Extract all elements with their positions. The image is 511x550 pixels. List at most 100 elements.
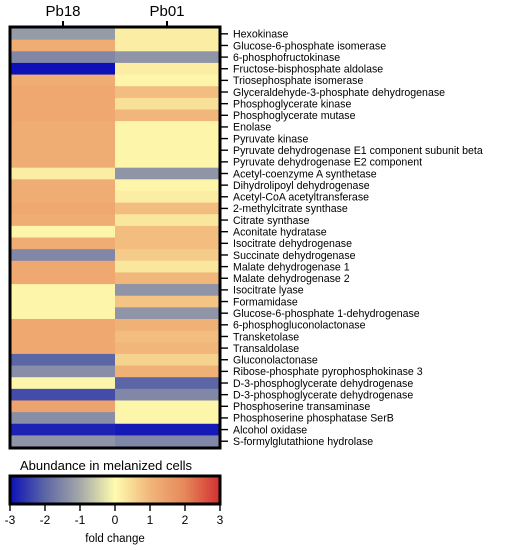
heatmap-cell [11, 132, 116, 145]
colorbar-tick-label: 3 [217, 513, 224, 527]
heatmap-cell [115, 202, 220, 215]
row-label: S-formylglutathione hydrolase [233, 436, 373, 448]
row-label: Pyruvate dehydrogenase E2 component [233, 157, 422, 169]
heatmap-cell [11, 86, 116, 99]
heatmap-cell [115, 109, 220, 122]
heatmap-cell [115, 225, 220, 239]
heatmap-cell [11, 423, 116, 436]
heatmap-cell [115, 342, 220, 355]
heatmap-cell [11, 202, 116, 215]
row-label: Formamidase [233, 296, 298, 308]
colorbar-tick-label: 2 [182, 513, 189, 527]
heatmap-cell [115, 365, 220, 378]
row-label: Triosephosphate isomerase [233, 75, 363, 87]
row-label: Pyruvate kinase [233, 133, 308, 145]
heatmap-cell [115, 74, 220, 87]
row-label: Citrate synthase [233, 215, 310, 227]
heatmap-cell [11, 272, 116, 285]
row-label: Isocitrate lyase [233, 285, 304, 297]
heatmap-cell [115, 121, 220, 134]
heatmap-cell [11, 435, 116, 448]
heatmap-cell [115, 330, 220, 343]
row-label: Phosphoserine phosphatase SerB [233, 413, 394, 425]
column-label-pb01: Pb01 [149, 3, 184, 20]
heatmap-cell [115, 377, 220, 390]
heatmap-cells [11, 28, 220, 448]
heatmap-cell [11, 39, 116, 52]
heatmap-cell [11, 284, 116, 297]
heatmap-cell [115, 319, 220, 332]
row-label: Phosphoglycerate kinase [233, 98, 351, 110]
heatmap-cell [11, 121, 116, 134]
heatmap-cell [11, 179, 116, 192]
heatmap-cell [11, 144, 116, 157]
row-label: Fructose-bisphosphate aldolase [233, 64, 383, 76]
heatmap-cell [115, 295, 220, 308]
row-label: Isocitrate dehydrogenase [233, 238, 352, 250]
heatmap-cell [11, 225, 116, 239]
heatmap-cell [11, 214, 116, 227]
heatmap-cell [115, 388, 220, 401]
heatmap-cell [115, 260, 220, 273]
heatmap-cell [115, 435, 220, 448]
heatmap-cell [115, 272, 220, 285]
heatmap-cell [115, 39, 220, 52]
heatmap-cell [115, 132, 220, 145]
heatmap-cell [115, 51, 220, 64]
row-label: Acetyl-coenzyme A synthetase [233, 168, 377, 180]
heatmap-cell [115, 353, 220, 367]
row-label: Hexokinase [233, 29, 288, 41]
heatmap-cell [115, 307, 220, 320]
heatmap-cell [115, 86, 220, 99]
row-label: Glyceraldehyde-3-phosphate dehydrogenase [233, 87, 445, 99]
colorbar-tick-label: 1 [147, 513, 154, 527]
heatmap-cell [11, 295, 116, 308]
row-label: 6-phosphofructokinase [233, 52, 340, 64]
heatmap-cell [11, 109, 116, 122]
colorbar-tick-label: -2 [40, 513, 51, 527]
heatmap-cell [11, 319, 116, 332]
row-label: 6-phosphogluconolactonase [233, 320, 366, 332]
heatmap-cell [115, 97, 220, 110]
heatmap-cell [115, 62, 220, 76]
heatmap-cell [11, 377, 116, 390]
row-label: Transketolase [233, 331, 299, 343]
heatmap-frame [8, 25, 222, 450]
heatmap-cell [115, 423, 220, 436]
heatmap-cell [11, 62, 116, 76]
row-label: Alcohol oxidase [233, 424, 307, 436]
row-label: Phosphoglycerate mutase [233, 110, 356, 122]
colorbar-tick-label: 0 [112, 513, 119, 527]
heatmap-cell [11, 74, 116, 87]
row-label: Pyruvate dehydrogenase E1 component subu… [233, 145, 483, 157]
heatmap-cell [11, 307, 116, 320]
row-label: 2-methylcitrate synthase [233, 203, 348, 215]
heatmap-cell [11, 400, 116, 413]
heatmap-cell [115, 167, 220, 180]
heatmap-cell [115, 190, 220, 204]
row-label: D-3-phosphoglycerate dehydrogenase [233, 389, 413, 401]
heatmap-cell [11, 28, 116, 41]
row-label: Phosphoserine transaminase [233, 401, 370, 413]
heatmap-cell [115, 284, 220, 297]
heatmap-cell [11, 260, 116, 273]
row-label: Acetyl-CoA acetyltransferase [233, 192, 369, 204]
row-label: Glucose-6-phosphate isomerase [233, 40, 386, 52]
row-label: Malate dehydrogenase 2 [233, 273, 350, 285]
heatmap-cell [115, 156, 220, 169]
row-label: Gluconolactonase [233, 355, 318, 367]
heatmap-cell [11, 237, 116, 250]
heatmap-cell [11, 156, 116, 169]
row-label: Transaldolase [233, 343, 299, 355]
heatmap-cell [11, 97, 116, 110]
legend-title: Abundance in melanized cells [20, 458, 192, 473]
heatmap-cell [11, 51, 116, 64]
row-label: Succinate dehydrogenase [233, 250, 356, 262]
heatmap-cell [11, 342, 116, 355]
heatmap-cell [11, 330, 116, 343]
heatmap-cell [11, 190, 116, 204]
heatmap-cell [115, 249, 220, 262]
row-label: Malate dehydrogenase 1 [233, 261, 350, 273]
